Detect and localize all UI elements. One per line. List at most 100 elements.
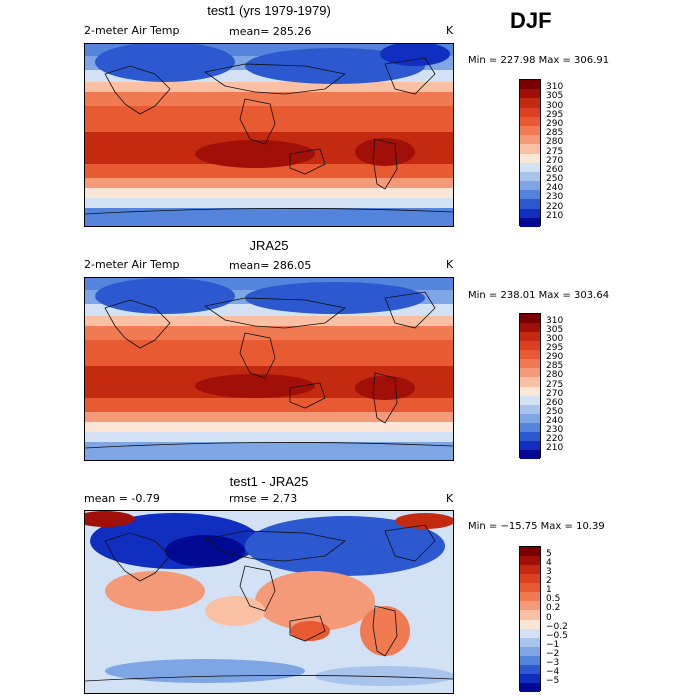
colorbar-tick-label: 285: [546, 361, 564, 372]
colorbar-bin: [520, 404, 540, 414]
colorbar-tick-label: −0.5: [546, 630, 568, 641]
colorbar-bin: [520, 368, 540, 378]
colorbar-bin: [520, 601, 540, 611]
colorbar-bin: [520, 655, 540, 665]
colorbar-bin: [520, 440, 540, 450]
colorbar-tick-label: 275: [546, 379, 564, 390]
colorbar-bin: [520, 80, 540, 90]
colorbar-bin: [520, 413, 540, 423]
panel-3-map: [84, 510, 454, 694]
colorbar-bin: [520, 592, 540, 602]
colorbar-bin: [520, 190, 540, 200]
colorbar-tick-label: −2: [546, 648, 560, 659]
colorbar-bin: [520, 314, 540, 324]
colorbar-tick-label: 260: [546, 397, 564, 408]
colorbar-bin: [520, 377, 540, 387]
colorbar-tick-label: −1: [546, 639, 560, 650]
colorbar-bin: [520, 673, 540, 683]
panel-2-minmax: Min = 238.01 Max = 303.64: [468, 290, 610, 301]
colorbar-tick-label: −0.2: [546, 621, 568, 632]
colorbar-bin: [520, 350, 540, 360]
colorbar-tick-label: −5: [546, 675, 560, 686]
colorbar-tick-label: 240: [546, 183, 564, 194]
colorbar-tick-label: 290: [546, 352, 564, 363]
colorbar-bin: [520, 125, 540, 136]
colorbar-tick-label: 250: [546, 406, 564, 417]
colorbar-tick-label: 0.5: [546, 594, 561, 605]
panel-3-colorbar: [519, 546, 541, 692]
panel-1-unit: K: [446, 24, 454, 37]
colorbar-bin: [520, 628, 540, 638]
panel-1-mean-label: mean= 285.26: [229, 25, 312, 38]
colorbar-tick-label: 295: [546, 343, 564, 354]
colorbar-bin: [520, 565, 540, 575]
colorbar-tick-label: 210: [546, 210, 564, 221]
colorbar-bin: [520, 323, 540, 333]
panel-1-variable-label: 2-meter Air Temp: [84, 24, 180, 37]
panel-3-rmse-label: rmse = 2.73: [229, 492, 298, 505]
colorbar-bin: [520, 181, 540, 191]
colorbar-bin: [520, 171, 540, 182]
colorbar-tick-label: 5: [546, 549, 552, 560]
colorbar-bin: [520, 199, 540, 209]
colorbar-tick-label: 280: [546, 137, 564, 148]
colorbar-tick-label: 305: [546, 91, 564, 102]
colorbar-tick-label: 220: [546, 433, 564, 444]
colorbar-bin: [520, 610, 540, 620]
colorbar-tick-label: 250: [546, 174, 564, 185]
colorbar-bin: [520, 547, 540, 557]
colorbar-tick-label: 280: [546, 370, 564, 381]
colorbar-bin: [520, 359, 540, 369]
panel-3-unit: K: [446, 492, 454, 505]
colorbar-bin: [520, 341, 540, 351]
colorbar-bin: [520, 107, 540, 117]
colorbar-bin: [520, 144, 540, 154]
colorbar-tick-label: 290: [546, 118, 564, 129]
panel-3-mean-label: mean = -0.79: [84, 492, 160, 505]
season-title: DJF: [510, 8, 552, 33]
colorbar-tick-label: 310: [546, 316, 564, 327]
colorbar-tick-label: 300: [546, 334, 564, 345]
panel-2-unit: K: [446, 258, 454, 271]
panel-2-variable-label: 2-meter Air Temp: [84, 258, 180, 271]
colorbar-tick-label: 1: [546, 585, 552, 596]
colorbar-tick-label: 240: [546, 415, 564, 426]
colorbar-tick-label: 295: [546, 109, 564, 120]
panel-2-map: [84, 277, 454, 461]
colorbar-bin: [520, 98, 540, 108]
colorbar-tick-label: 275: [546, 146, 564, 157]
colorbar-bin: [520, 135, 540, 145]
panel-1-map: [84, 43, 454, 227]
panel-2-colorbar: [519, 313, 541, 459]
colorbar-tick-label: 270: [546, 388, 564, 399]
colorbar-bin: [520, 116, 540, 126]
colorbar-tick-label: 2: [546, 576, 552, 587]
colorbar-tick-label: 310: [546, 82, 564, 93]
colorbar-bin: [520, 386, 540, 396]
colorbar-tick-label: −3: [546, 657, 560, 668]
panel-2-mean-label: mean= 286.05: [229, 259, 312, 272]
colorbar-tick-label: 270: [546, 155, 564, 166]
colorbar-tick-label: 300: [546, 100, 564, 111]
colorbar-tick-label: 305: [546, 325, 564, 336]
colorbar-tick-label: 4: [546, 558, 552, 569]
colorbar-tick-label: −4: [546, 666, 560, 677]
colorbar-bin: [520, 619, 540, 629]
colorbar-bin: [520, 422, 540, 432]
colorbar-tick-label: 0: [546, 612, 552, 623]
colorbar-tick-label: 260: [546, 164, 564, 175]
colorbar-bin: [520, 332, 540, 342]
panel-2-title: JRA25: [249, 238, 289, 253]
colorbar-bin: [520, 637, 540, 647]
colorbar-bin: [520, 583, 540, 593]
colorbar-bin: [520, 89, 540, 99]
colorbar-bin: [520, 217, 540, 227]
colorbar-tick-label: 230: [546, 424, 564, 435]
colorbar-bin: [520, 449, 540, 459]
colorbar-bin: [520, 646, 540, 656]
colorbar-bin: [520, 431, 540, 441]
panel-1-colorbar: [519, 79, 541, 227]
colorbar-tick-label: 210: [546, 442, 564, 453]
colorbar-bin: [520, 153, 540, 163]
colorbar-bin: [520, 556, 540, 566]
